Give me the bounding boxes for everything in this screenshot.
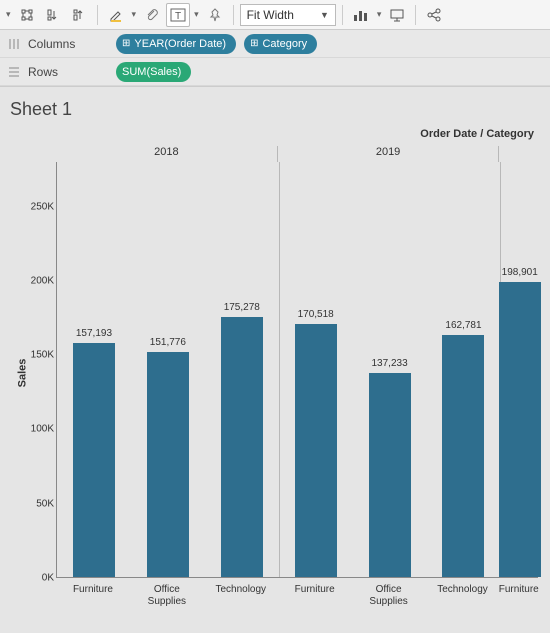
pill-sales[interactable]: SUM(Sales) xyxy=(116,62,191,82)
main-toolbar: ▾ ▾ T ▾ Fit Width ▼ ▾ xyxy=(0,0,550,30)
pill-year[interactable]: ⊞ YEAR(Order Date) xyxy=(116,34,236,54)
y-tick: 100K xyxy=(31,424,54,435)
share-icon[interactable] xyxy=(422,3,446,27)
show-me-dropdown[interactable]: ▾ xyxy=(375,9,384,20)
y-tick: 0K xyxy=(42,573,54,584)
pill-category-label: Category xyxy=(262,38,307,50)
x-tick: Office Supplies xyxy=(369,584,407,608)
expand-icon: ⊞ xyxy=(122,39,130,49)
bar[interactable] xyxy=(442,335,484,577)
sort-asc-icon[interactable] xyxy=(41,3,65,27)
show-me-icon[interactable] xyxy=(349,3,373,27)
rows-shelf[interactable]: Rows SUM(Sales) xyxy=(0,58,550,86)
plot-area[interactable]: 157,193 151,776 175,278 170,518 137,233 162,7… xyxy=(56,162,538,578)
y-tick: 200K xyxy=(31,275,54,286)
fit-selector-label: Fit Width xyxy=(247,8,294,22)
bar[interactable] xyxy=(73,343,115,577)
highlight-dropdown[interactable]: ▾ xyxy=(130,9,139,20)
bar-value-label: 151,776 xyxy=(150,337,186,348)
x-tick: Furniture xyxy=(499,584,539,596)
header-corner: Order Date / Category xyxy=(420,128,534,140)
year-header: 2019 xyxy=(278,146,500,162)
bar[interactable] xyxy=(295,324,337,577)
attachment-icon[interactable] xyxy=(140,3,164,27)
bar-value-label: 162,781 xyxy=(445,320,481,331)
chart: Order Date / Category 20182019 Sales 0K5… xyxy=(8,128,538,618)
rows-label: Rows xyxy=(28,65,108,79)
expand-icon: ⊞ xyxy=(250,39,258,49)
mark-label-icon[interactable]: T xyxy=(166,3,190,27)
shelves: Columns ⊞ YEAR(Order Date) ⊞ Category Ro… xyxy=(0,30,550,87)
x-tick: Furniture xyxy=(73,584,113,596)
columns-shelf[interactable]: Columns ⊞ YEAR(Order Date) ⊞ Category xyxy=(0,30,550,58)
presentation-icon[interactable] xyxy=(385,3,409,27)
highlight-pen-icon[interactable] xyxy=(104,3,128,27)
columns-handle-icon xyxy=(8,38,20,50)
sheet-area: Sheet 1 Order Date / Category 20182019 S… xyxy=(0,87,550,618)
bar-value-label: 137,233 xyxy=(372,358,408,369)
swap-icon[interactable] xyxy=(15,3,39,27)
mark-label-dropdown[interactable]: ▾ xyxy=(192,9,201,20)
bar-value-label: 170,518 xyxy=(298,309,334,320)
year-header: 2018 xyxy=(56,146,278,162)
pill-category[interactable]: ⊞ Category xyxy=(244,34,317,54)
pill-sales-label: SUM(Sales) xyxy=(122,66,181,78)
x-tick: Office Supplies xyxy=(148,584,186,608)
y-tick: 50K xyxy=(36,498,54,509)
year-header xyxy=(499,146,538,162)
y-tick: 150K xyxy=(31,350,54,361)
chevron-down-icon: ▼ xyxy=(320,10,329,20)
fit-selector[interactable]: Fit Width ▼ xyxy=(240,4,336,26)
rows-handle-icon xyxy=(8,66,20,78)
pill-year-label: YEAR(Order Date) xyxy=(134,38,226,50)
x-tick: Technology xyxy=(437,584,488,596)
bar-value-label: 175,278 xyxy=(224,302,260,313)
y-tick: 250K xyxy=(31,201,54,212)
columns-label: Columns xyxy=(28,37,108,51)
bar[interactable] xyxy=(221,317,263,577)
back-dropdown[interactable]: ▾ xyxy=(4,9,13,20)
bar-value-label: 198,901 xyxy=(502,267,538,278)
x-tick: Furniture xyxy=(295,584,335,596)
sheet-title: Sheet 1 xyxy=(8,99,542,120)
bar-value-label: 157,193 xyxy=(76,328,112,339)
bar[interactable] xyxy=(369,373,411,577)
svg-text:T: T xyxy=(175,11,181,22)
bar[interactable] xyxy=(499,282,541,578)
sort-desc-icon[interactable] xyxy=(67,3,91,27)
x-tick: Technology xyxy=(215,584,266,596)
pin-icon[interactable] xyxy=(203,3,227,27)
bar[interactable] xyxy=(147,352,189,577)
